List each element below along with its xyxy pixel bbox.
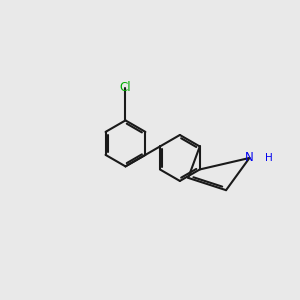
- Text: H: H: [266, 153, 273, 163]
- Text: Cl: Cl: [120, 81, 131, 94]
- Text: N: N: [245, 152, 254, 164]
